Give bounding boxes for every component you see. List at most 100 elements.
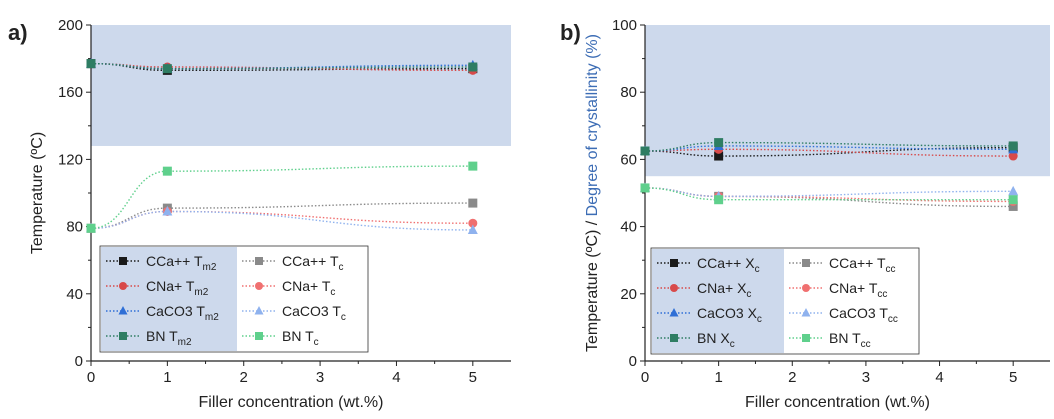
y-tick-label: 40: [620, 219, 637, 236]
legend-label-subscript: cc: [886, 264, 896, 275]
legend-label-subscript: c: [755, 264, 760, 275]
x-tick-label: 4: [935, 369, 943, 386]
series-8: [86, 161, 478, 233]
legend-label-main: CNa+ T: [282, 278, 331, 294]
x-tick-label: 1: [163, 369, 171, 386]
legend-item: CCa++ Xc: [657, 255, 760, 275]
series-line: [90, 210, 473, 231]
x-tick-label: 3: [316, 369, 324, 386]
data-point: [162, 64, 172, 74]
x-tick-label: 1: [714, 369, 722, 386]
x-tick-label: 0: [641, 369, 649, 386]
legend-label: BN Xc: [697, 330, 735, 350]
shaded-region: [91, 25, 511, 146]
y-axis-title-part: Degree of crystallinity (%): [584, 34, 601, 216]
legend-label-main: BN T: [146, 328, 178, 344]
legend-item: CNa+ Tcc: [789, 280, 887, 300]
data-point: [467, 224, 478, 234]
legend-label: BN Tc: [282, 328, 319, 348]
data-point: [468, 198, 478, 208]
y-tick-label: 160: [58, 84, 83, 101]
legend-swatch-marker: [670, 259, 678, 267]
legend-label-subscript: m2: [178, 337, 192, 348]
legend-item: BN Xc: [657, 330, 735, 350]
x-tick-label: 0: [87, 369, 95, 386]
y-axis-title-part: Temperature (ºC): [29, 132, 46, 254]
legend-label-main: CNa+ T: [829, 280, 878, 296]
series-4: [640, 138, 1018, 156]
data-point: [86, 59, 96, 69]
legend-label: CaCO3 Tm2: [146, 303, 219, 323]
data-point: [468, 218, 478, 228]
legend-item: CaCO3 Tc: [242, 303, 346, 323]
y-tick-label: 120: [58, 151, 83, 168]
chart-panel-1: 0 1 2 3 4 5 0 40 80 120 160 200 Filler concentration…: [8, 17, 511, 411]
x-tick-label: 3: [862, 369, 870, 386]
panel-label: a): [8, 20, 28, 45]
legend-label: CCa++ Xc: [697, 255, 760, 275]
series-line: [644, 187, 1014, 208]
legend-item: CCa++ Tm2: [106, 253, 217, 273]
legend-label-main: CaCO3 X: [697, 305, 758, 321]
data-point: [1008, 141, 1018, 151]
legend-swatch-marker: [255, 257, 263, 265]
data-point: [714, 195, 724, 205]
x-axis-title: Filler concentration (wt.%): [199, 394, 384, 411]
legend-item: CCa++ Tcc: [789, 255, 896, 275]
series-line: [90, 62, 473, 72]
legend-label-main: BN T: [282, 328, 314, 344]
y-tick-label: 20: [620, 286, 637, 303]
legend-swatch-marker: [118, 306, 128, 315]
series-line: [644, 187, 1014, 203]
legend-label-main: BN T: [829, 330, 861, 346]
legend-label-subscript: cc: [861, 339, 871, 350]
series-line: [90, 210, 473, 229]
legend-label: CaCO3 Tc: [282, 303, 346, 323]
series-line: [644, 187, 1014, 201]
legend-label: CNa+ Tc: [282, 278, 335, 298]
panel-label: b): [560, 20, 581, 45]
series-line: [90, 62, 473, 70]
data-point: [1008, 151, 1018, 161]
legend-label-subscript: c: [746, 289, 751, 300]
series-line: [90, 62, 473, 72]
legend-swatch-marker: [670, 284, 678, 292]
data-point: [1008, 185, 1019, 196]
legend-item: CaCO3 Tm2: [106, 303, 219, 323]
legend-label-main: CaCO3 T: [829, 305, 888, 321]
series-line: [644, 145, 1014, 152]
legend-label-subscript: m2: [205, 312, 219, 323]
legend-label-subscript: m2: [194, 287, 208, 298]
y-axis-title: Temperature (ºC): [29, 132, 46, 254]
data-point: [162, 166, 172, 176]
legend-label: CNa+ Xc: [697, 280, 751, 300]
y-axis-title: Temperature (ºC) / Degree of crystallini…: [584, 34, 601, 352]
series-6: [86, 206, 478, 233]
legend-label: CNa+ Tcc: [829, 280, 887, 300]
legend-label-subscript: cc: [888, 314, 898, 325]
legend-label-main: CCa++ T: [282, 253, 339, 269]
legend-label-subscript: c: [730, 339, 735, 350]
data-point: [714, 138, 724, 148]
x-tick-label: 2: [788, 369, 796, 386]
legend-swatch-marker: [119, 282, 127, 290]
legend-item: BN Tm2: [106, 328, 192, 348]
data-point: [640, 146, 650, 156]
legend-item: BN Tcc: [789, 330, 871, 350]
legend-label: CNa+ Tm2: [146, 278, 209, 298]
y-tick-label: 100: [612, 17, 637, 34]
y-tick-label: 40: [66, 286, 83, 303]
legend-item: CNa+ Xc: [657, 280, 751, 300]
shaded-region: [645, 25, 1050, 177]
series-line: [90, 165, 473, 229]
legend-label: CaCO3 Tcc: [829, 305, 898, 325]
series-7: [86, 205, 478, 234]
series-8: [640, 183, 1018, 205]
legend-swatch-marker: [669, 308, 679, 317]
legend-item: CaCO3 Tcc: [789, 305, 898, 325]
legend-swatch-marker: [254, 306, 264, 315]
y-tick-label: 0: [75, 353, 83, 370]
legend-label: BN Tcc: [829, 330, 871, 350]
series-5: [640, 183, 1018, 211]
